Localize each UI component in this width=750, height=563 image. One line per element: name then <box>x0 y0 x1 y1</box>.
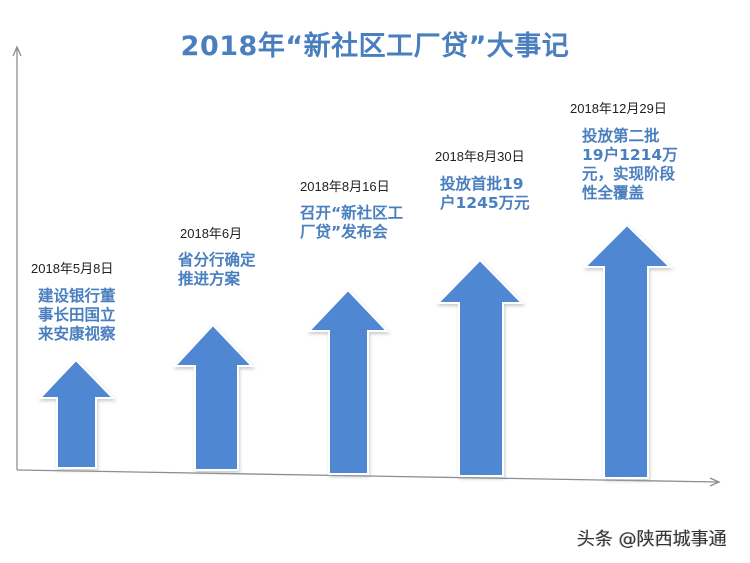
event-desc-line: 投放第二批 <box>582 127 660 145</box>
arrow-icon-1 <box>37 358 116 469</box>
event-desc-line: 推进方案 <box>178 270 241 288</box>
event-desc-line: 厂贷”发布会 <box>300 223 388 241</box>
arrow-icon-3 <box>306 288 390 475</box>
event-date-4: 2018年8月30日 <box>435 149 525 164</box>
arrow-icon-5 <box>582 223 673 479</box>
event-desc-line: 来安康视察 <box>38 325 116 343</box>
event-desc-line: 建设银行董 <box>38 287 116 305</box>
event-date-3: 2018年8月16日 <box>300 179 390 194</box>
y-axis <box>12 45 22 470</box>
event-desc-line: 召开“新社区工 <box>300 204 404 222</box>
event-date-1: 2018年5月8日 <box>31 261 114 276</box>
event-desc-5: 投放第二批 19户1214万 元，实现阶段 性全覆盖 <box>582 127 678 203</box>
x-axis <box>16 469 721 487</box>
event-desc-2: 省分行确定 推进方案 <box>178 251 256 289</box>
event-desc-3: 召开“新社区工 厂贷”发布会 <box>300 204 403 242</box>
event-desc-line: 19户1214万 <box>582 146 678 164</box>
event-date-5: 2018年12月29日 <box>570 101 667 116</box>
event-desc-1: 建设银行董 事长田国立 来安康视察 <box>38 287 116 344</box>
event-desc-line: 户1245万元 <box>440 194 530 212</box>
watermark: 头条 @陕西城事通 <box>577 529 727 550</box>
event-desc-line: 元，实现阶段 <box>582 165 676 183</box>
arrow-icon-2 <box>172 323 255 471</box>
event-date-2: 2018年6月 <box>180 226 243 241</box>
arrow-icon-4 <box>435 258 525 477</box>
event-desc-line: 投放首批19 <box>440 175 524 193</box>
event-desc-line: 事长田国立 <box>38 306 116 324</box>
event-desc-4: 投放首批19 户1245万元 <box>440 175 530 213</box>
event-desc-line: 省分行确定 <box>178 251 256 269</box>
event-desc-line: 性全覆盖 <box>582 184 645 202</box>
page-title: 2018年“新社区工厂贷”大事记 <box>180 31 570 62</box>
